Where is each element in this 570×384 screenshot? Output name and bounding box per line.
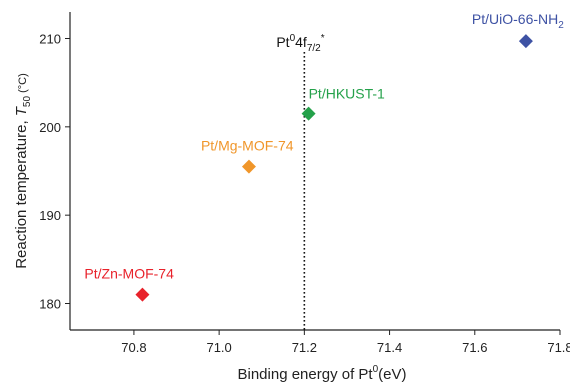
- y-tick-label: 180: [39, 297, 61, 312]
- y-tick-label: 190: [39, 208, 61, 223]
- data-point-marker: [242, 160, 256, 174]
- data-point-label: Pt/HKUST-1: [309, 86, 385, 102]
- x-tick-label: 71.2: [292, 340, 317, 355]
- data-point-label: Pt/Zn-MOF-74: [84, 266, 174, 282]
- data-points: Pt/Zn-MOF-74 Pt/Mg-MOF-74 Pt/HKUST-1 Pt/UiO…: [84, 11, 564, 302]
- axes: 70.8 71.0 71.2 71.4 71.6 71.8 180 190 200 210: [39, 12, 570, 355]
- data-point-marker: [519, 34, 533, 48]
- x-axis-title: Binding energy of Pt0(eV): [238, 364, 407, 383]
- x-tick-label: 71.6: [462, 340, 487, 355]
- x-tick-label: 71.4: [377, 340, 402, 355]
- y-tick-label: 200: [39, 120, 61, 135]
- reference-line-label: Pt04f7/2*: [276, 33, 324, 54]
- data-point-label: Pt/Mg-MOF-74: [201, 138, 294, 154]
- x-tick-label: 71.8: [547, 340, 570, 355]
- data-point-label: Pt/UiO-66-NH2: [472, 11, 564, 31]
- y-axis-title: Reaction temperature, T50 (°C): [13, 73, 33, 269]
- data-point-marker: [135, 288, 149, 302]
- x-tick-label: 70.8: [121, 340, 146, 355]
- x-tick-label: 71.0: [206, 340, 231, 355]
- reference-line-group: Pt04f7/2*: [276, 33, 324, 330]
- y-tick-label: 210: [39, 32, 61, 47]
